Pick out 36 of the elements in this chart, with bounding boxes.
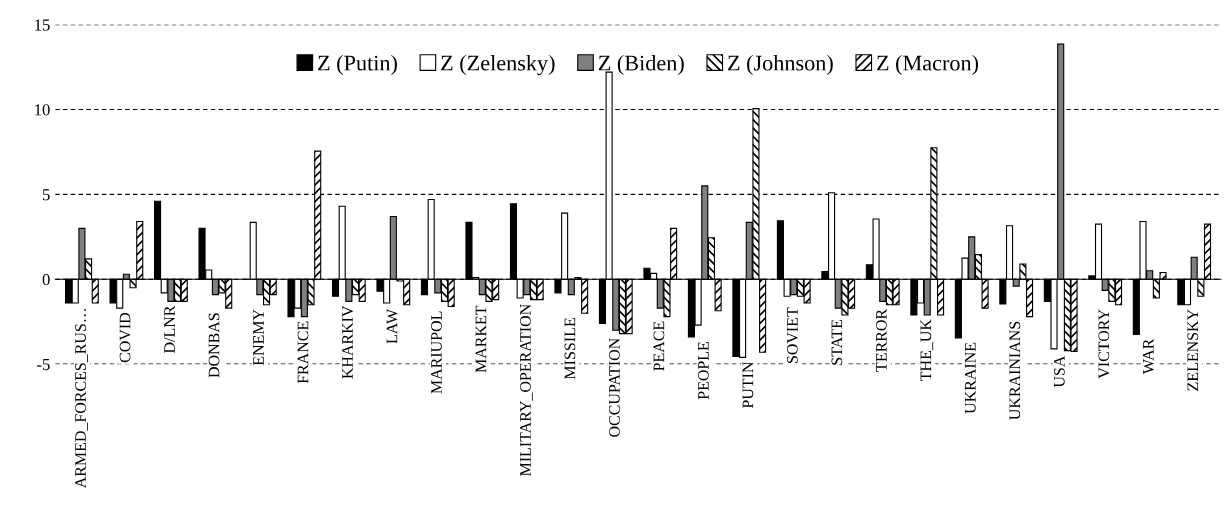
x-tick-label: MARKET: [475, 305, 487, 373]
x-tick-label: DONBAS: [208, 313, 220, 378]
x-tick-label: ZELENSKY: [1187, 309, 1199, 391]
x-tick-label: WAR: [1142, 338, 1154, 375]
x-tick-label: MILITARY_OPERATION: [520, 304, 533, 476]
x-tick-label: FRANCE: [297, 321, 309, 384]
y-tick-label: 0: [42, 273, 50, 286]
x-tick-label: MARIUPOL: [431, 311, 442, 394]
x-tick-label: PEOPLE: [698, 341, 709, 400]
x-tick-label: COVID: [119, 312, 131, 363]
x-tick-label: MISSILE: [564, 318, 576, 380]
x-tick-label: ENEMY: [253, 309, 264, 366]
x-tick-label: SOVIET: [787, 307, 798, 363]
y-tick-label: 5: [42, 189, 50, 201]
x-tick-label: KHARKIV: [342, 305, 353, 379]
x-tick-label: USA: [1053, 355, 1065, 388]
x-tick-label: ARMED_FORCES_RUS…: [75, 308, 88, 489]
x-tick-label: STATE: [831, 319, 843, 365]
x-tick-label: LAW: [386, 308, 398, 344]
legend-label: Z (Putin): [318, 54, 397, 76]
y-tick-label: 10: [35, 104, 50, 116]
x-tick-label: PUTIN: [742, 361, 754, 409]
legend-label: Z (Johnson): [728, 54, 833, 76]
x-tick-label: UKRAINIANS: [1009, 321, 1021, 420]
x-tick-label: THE_UK: [920, 319, 934, 381]
x-tick-label: VICTORY: [1098, 309, 1110, 379]
x-tick-label: OCCUPATION: [609, 338, 620, 437]
x-tick-label: D/LNR: [164, 305, 175, 353]
x-tick-label: UKRAINE: [965, 342, 976, 414]
y-tick-label: -5: [37, 359, 50, 371]
x-tick-label: TERROR: [876, 308, 887, 372]
legend-label: Z (Zelensky): [441, 54, 555, 76]
legend-label: Z (Biden): [598, 54, 684, 76]
legend-label: Z (Macron): [877, 54, 979, 76]
y-tick-label: 15: [35, 19, 50, 31]
x-tick-label: PEACE: [653, 321, 665, 371]
